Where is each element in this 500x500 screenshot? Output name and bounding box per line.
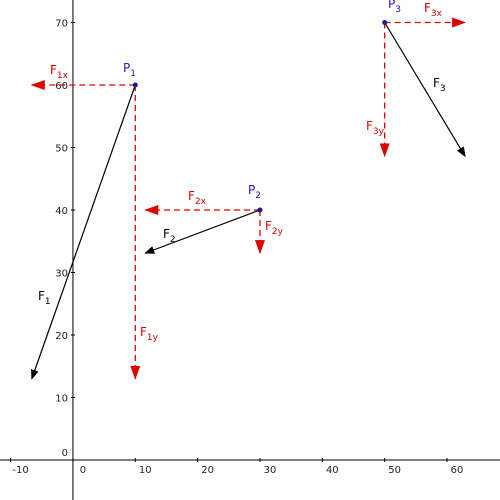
point-label-sub: 2: [255, 191, 261, 201]
x-component-label: F3x: [424, 1, 443, 19]
y-component-label: F3y: [366, 119, 385, 137]
point-label-base: P: [388, 0, 395, 11]
force-label-sub: 1: [45, 297, 51, 307]
x-component-label: F2x: [188, 189, 207, 207]
point: [132, 82, 138, 88]
force-label-base: F: [433, 76, 440, 90]
y-component-label-base: F: [140, 325, 147, 339]
x-tick-label: 20: [201, 465, 214, 476]
force-vector: [31, 84, 136, 380]
x-tick-label: 30: [264, 465, 277, 476]
x-tick-label: 40: [326, 465, 339, 476]
y-tick-label: 70: [55, 19, 68, 30]
point: [382, 20, 388, 25]
force-label-sub: 3: [440, 84, 446, 94]
force-vector: [384, 22, 466, 158]
point-label: P3: [388, 0, 401, 15]
point-label-sub: 3: [395, 5, 401, 15]
point-label: P1: [123, 61, 136, 79]
x-tick-label: 10: [139, 465, 152, 476]
y-tick-label: 50: [55, 144, 68, 155]
point: [257, 207, 263, 213]
x-component-label-sub: 2x: [195, 197, 207, 207]
x-component-label: F1x: [50, 63, 69, 81]
force-label: F3: [433, 76, 446, 94]
point-label: P2: [248, 183, 261, 201]
force-label-base: F: [38, 289, 45, 303]
y-component-label: F1y: [140, 325, 159, 343]
point-label-base: P: [123, 61, 130, 75]
y-component-label-sub: 1y: [147, 333, 159, 343]
force-label-base: F: [163, 227, 170, 241]
x-component-label-sub: 1x: [57, 71, 69, 81]
force-label: F1: [38, 289, 51, 307]
point-label-base: P: [248, 183, 255, 197]
y-component-label-sub: 2y: [272, 227, 284, 237]
y-tick-label: 0: [62, 448, 68, 459]
x-tick-label: -10: [12, 465, 28, 476]
x-tick-label: 50: [388, 465, 401, 476]
x-component-label-base: F: [188, 189, 195, 203]
x-tick-label: 60: [451, 465, 464, 476]
y-tick-label: 20: [55, 331, 68, 342]
x-component-label-sub: 3x: [431, 9, 443, 19]
y-tick-label: 10: [55, 394, 68, 405]
force-vector: [144, 209, 261, 254]
y-component-label: F2y: [265, 219, 284, 237]
y-tick-label: 60: [55, 81, 68, 92]
force-label: F2: [163, 227, 176, 245]
y-component-label-base: F: [265, 219, 272, 233]
x-component-label-base: F: [50, 63, 57, 77]
y-tick-label: 30: [55, 269, 68, 280]
point-label-sub: 1: [130, 69, 136, 79]
x-tick-label: 0: [80, 465, 86, 476]
y-component-label-sub: 3y: [373, 127, 385, 137]
y-component-label-base: F: [366, 119, 373, 133]
y-tick-label: 40: [55, 206, 68, 217]
x-component-label-base: F: [424, 1, 431, 15]
force-label-sub: 2: [170, 235, 176, 245]
